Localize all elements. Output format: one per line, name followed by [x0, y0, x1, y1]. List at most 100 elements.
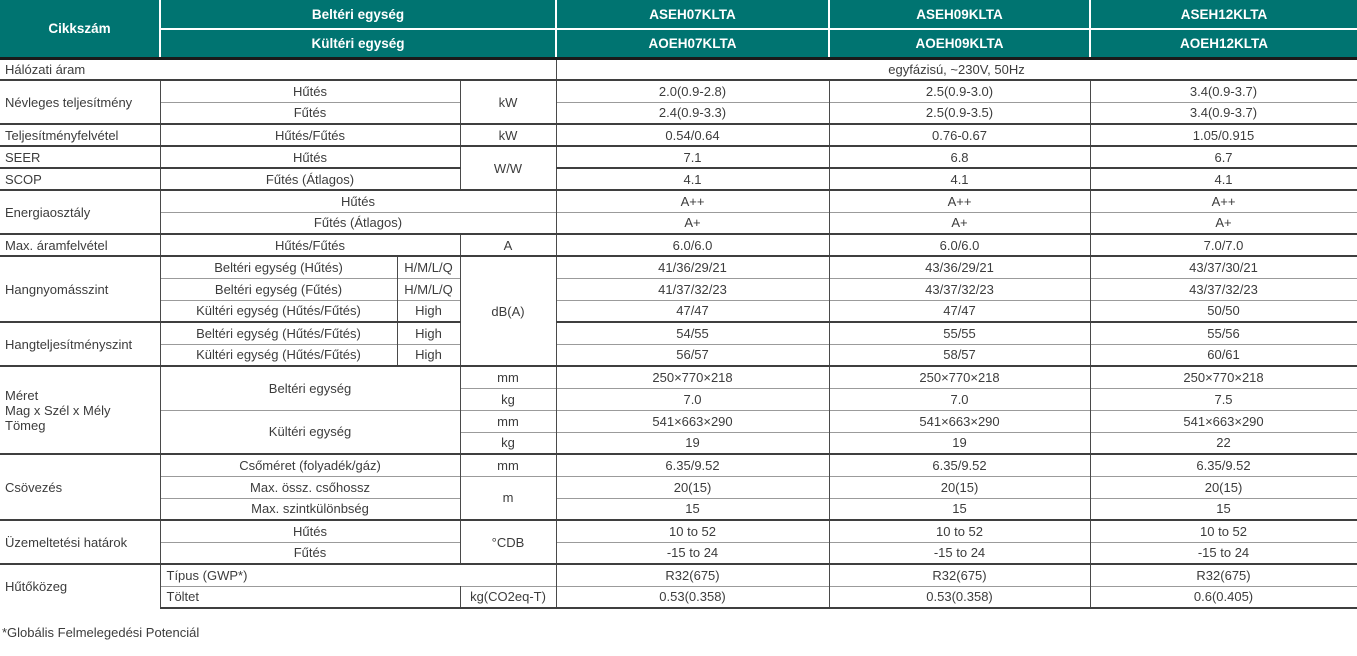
value-cell: 0.54/0.64 [555, 123, 830, 146]
dimensions-label-line: Tömeg [5, 417, 46, 433]
value-cell: 3.4(0.9-3.7) [1089, 101, 1357, 124]
value-cell: A+ [555, 211, 830, 234]
table-row: Fűtés 2.4(0.9-3.3) 2.5(0.9-3.5) 3.4(0.9-… [0, 101, 1357, 124]
unit-cell: kW [459, 79, 557, 124]
sub-label: Hűtés [159, 189, 557, 212]
table-row: Max. áramfelvétel Hűtés/Fűtés A 6.0/6.0 … [0, 233, 1357, 256]
value-cell: -15 to 24 [828, 541, 1091, 564]
value-cell: 10 to 52 [1089, 519, 1357, 542]
value-cell: 6.35/9.52 [828, 453, 1091, 476]
row-label-power-supply: Hálózati áram [0, 56, 557, 80]
table-row: Hangteljesítményszint Beltéri egység (Hű… [0, 321, 1357, 366]
value-cell: 58/57 [828, 343, 1091, 366]
table-row: SCOP Fűtés (Átlagos) 4.1 4.1 4.1 [0, 167, 1357, 190]
value-cell: 10 to 52 [555, 519, 830, 542]
table-row: Hangnyomásszint Beltéri egység (Hűtés) H… [0, 255, 1357, 366]
value-cell: A++ [555, 189, 830, 212]
header-indoor-model-2: ASEH09KLTA [828, 0, 1092, 30]
value-cell: 6.0/6.0 [828, 233, 1091, 256]
value-cell: 55/56 [1089, 321, 1357, 344]
unit-cell: mm [459, 365, 557, 388]
value-cell: 15 [1089, 497, 1357, 520]
value-cell: 19 [828, 431, 1091, 454]
table-row: SEER Hűtés W/W 7.1 6.8 6.7 [0, 145, 1357, 190]
table-row: Max. össz. csőhossz m 20(15) 20(15) 20(1… [0, 475, 1357, 520]
value-cell: 0.76-0.67 [828, 123, 1091, 146]
value-cell: 15 [828, 497, 1091, 520]
header-outdoor-model-3: AOEH12KLTA [1089, 29, 1357, 59]
value-cell: 20(15) [828, 475, 1091, 498]
value-cell: 7.0/7.0 [1089, 233, 1357, 256]
table-row: Beltéri egység (Fűtés) H/M/L/Q 41/37/32/… [0, 277, 1357, 300]
value-cell: 2.5(0.9-3.5) [828, 101, 1091, 124]
value-cell: 41/37/32/23 [555, 277, 830, 300]
value-cell: 56/57 [555, 343, 830, 366]
unit-cell: kg [459, 431, 557, 454]
value-cell: 2.0(0.9-2.8) [555, 79, 830, 102]
sub-label: Hűtés/Fűtés [159, 233, 461, 256]
table-row: Energiaosztály Hűtés A++ A++ A++ [0, 189, 1357, 234]
table-row: Kültéri egység mm 541×663×290 541×663×29… [0, 409, 1357, 454]
row-label-max-current: Max. áramfelvétel [0, 233, 161, 256]
unit-cell: kW [459, 123, 557, 146]
value-cell: 6.0/6.0 [555, 233, 830, 256]
value-cell: 4.1 [828, 167, 1091, 190]
sub-label: Kültéri egység (Hűtés/Fűtés) [159, 343, 398, 366]
dimensions-label-line: Méret [5, 387, 39, 403]
value-cell: 0.53(0.358) [555, 585, 830, 609]
header-indoor-model-1: ASEH07KLTA [555, 0, 831, 30]
row-label-rated-capacity: Névleges teljesítmény [0, 79, 161, 124]
value-cell: -15 to 24 [555, 541, 830, 564]
value-cell: -15 to 24 [1089, 541, 1357, 564]
dimensions-label-line: Mag x Szél x Mély [5, 402, 111, 418]
sub-label: Csőméret (folyadék/gáz) [159, 453, 461, 476]
value-cell: 2.5(0.9-3.0) [828, 79, 1091, 102]
mode-cell: High [396, 343, 461, 366]
unit-cell: °CDB [459, 519, 557, 564]
header-cikkszam: Cikkszám [0, 0, 161, 59]
sub-label: Fűtés [159, 541, 461, 564]
row-label-sound-pressure: Hangnyomásszint [0, 255, 161, 322]
header-outdoor-model-2: AOEH09KLTA [828, 29, 1092, 59]
table-row: Max. szintkülönbség 15 15 15 [0, 497, 1357, 520]
sub-label: Töltet [159, 585, 461, 609]
value-cell: 7.5 [1089, 387, 1357, 410]
table-row: Méret Mag x Szél x Mély Tömeg Beltéri eg… [0, 365, 1357, 454]
value-cell: 15 [555, 497, 830, 520]
header-indoor-unit: Beltéri egység [158, 0, 558, 30]
spec-table: Cikkszám Beltéri egység ASEH07KLTA ASEH0… [0, 0, 1357, 609]
value-cell: 54/55 [555, 321, 830, 344]
unit-cell: mm [459, 409, 557, 432]
sub-label: Max. szintkülönbség [159, 497, 461, 520]
sub-label: Max. össz. csőhossz [159, 475, 461, 498]
value-cell: 43/37/32/23 [1089, 277, 1357, 300]
value-cell: 250×770×218 [828, 365, 1091, 388]
table-row: Kültéri egység (Hűtés/Fűtés) High 47/47 … [0, 299, 1357, 322]
sub-label: Típus (GWP*) [159, 563, 557, 586]
value-cell: 10 to 52 [828, 519, 1091, 542]
mode-cell: H/M/L/Q [396, 277, 461, 300]
value-cell: 20(15) [555, 475, 830, 498]
value-cell: 7.0 [555, 387, 830, 410]
value-cell: 7.1 [555, 145, 830, 168]
table-row: Névleges teljesítmény Hűtés kW 2.0(0.9-2… [0, 79, 1357, 124]
value-cell: egyfázisú, ~230V, 50Hz [555, 56, 1357, 80]
mode-cell: High [396, 321, 461, 344]
header-outdoor-unit: Kültéri egység [158, 29, 558, 59]
value-cell: 43/37/30/21 [1089, 255, 1357, 278]
value-cell: 250×770×218 [555, 365, 830, 388]
table-row: Fűtés -15 to 24 -15 to 24 -15 to 24 [0, 541, 1357, 564]
unit-cell: kg(CO2eq-T) [459, 585, 557, 609]
value-cell: A+ [1089, 211, 1357, 234]
header-outdoor-model-1: AOEH07KLTA [555, 29, 831, 59]
sub-label: Beltéri egység (Hűtés/Fűtés) [159, 321, 398, 344]
value-cell: A+ [828, 211, 1091, 234]
table-row: Csövezés Csőméret (folyadék/gáz) mm 6.35… [0, 453, 1357, 520]
value-cell: 43/36/29/21 [828, 255, 1091, 278]
value-cell: 1.05/0.915 [1089, 123, 1357, 146]
sub-label: Hűtés/Fűtés [159, 123, 461, 146]
sub-label: Beltéri egység [159, 365, 461, 410]
sub-label: Kültéri egység [159, 409, 461, 454]
value-cell: 6.7 [1089, 145, 1357, 168]
sub-label: Hűtés [159, 79, 461, 102]
